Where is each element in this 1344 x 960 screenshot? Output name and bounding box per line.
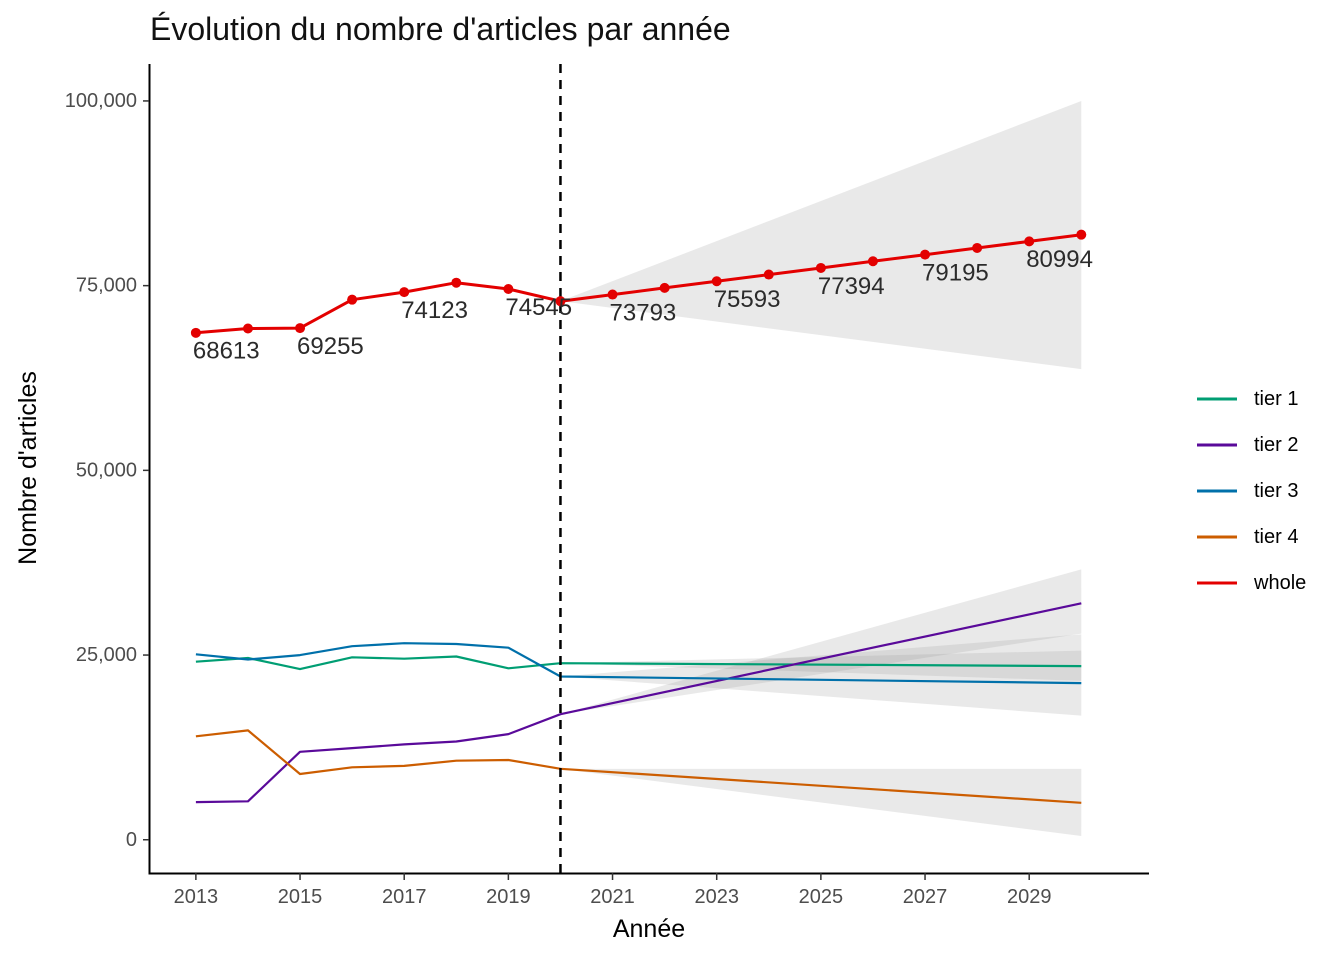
point-whole <box>711 276 722 287</box>
band-tier-1 <box>560 650 1082 681</box>
legend-label-tier-4: tier 4 <box>1254 526 1298 548</box>
line-tier-1 <box>195 655 1082 671</box>
point-whole <box>242 323 253 334</box>
legend-label-tier-2: tier 2 <box>1254 434 1298 456</box>
x-tick-label: 2017 <box>382 886 427 908</box>
legend: tier 1 tier 2 tier 3 tier 4 whole <box>1197 388 1306 594</box>
point-label: 73793 <box>610 299 677 326</box>
legend-label-tier-1: tier 1 <box>1254 388 1298 410</box>
series-points <box>190 229 1087 338</box>
y-tick-label: 50,000 <box>76 459 137 481</box>
point-whole <box>451 277 462 288</box>
point-whole <box>190 327 201 338</box>
point-whole <box>867 256 878 267</box>
point-label: 74545 <box>505 294 572 321</box>
x-tick-label: 2021 <box>590 886 635 908</box>
y-axis-title: Nombre d'articles <box>14 371 42 565</box>
x-tick-label: 2013 <box>174 886 219 908</box>
band-whole <box>560 100 1082 370</box>
line-tier-4 <box>195 729 1082 804</box>
point-whole <box>815 262 826 273</box>
point-label: 77394 <box>818 273 885 300</box>
point-labels: 68613 69255 74123 74545 73793 75593 77394 79195… <box>193 246 1093 364</box>
x-tick-label: 2023 <box>694 886 739 908</box>
legend-label-whole: whole <box>1253 572 1306 594</box>
x-tick-label: 2027 <box>903 886 948 908</box>
y-tick-label: 100,000 <box>65 90 137 112</box>
point-whole <box>555 296 566 307</box>
series-lines <box>195 233 1082 804</box>
point-whole <box>659 282 670 293</box>
legend-label-tier-3: tier 3 <box>1254 480 1298 502</box>
line-tier-2 <box>195 602 1082 804</box>
point-label: 69255 <box>297 333 364 360</box>
y-axis-ticks: 0 25,000 50,000 75,000 100,000 <box>65 90 149 851</box>
band-tier-3 <box>560 634 1082 716</box>
band-tier-2 <box>560 569 1082 715</box>
point-whole <box>920 249 931 260</box>
point-label: 75593 <box>714 286 781 313</box>
chart-title: Évolution du nombre d'articles par année <box>150 11 731 47</box>
band-tier-4 <box>560 768 1082 837</box>
y-tick-label: 75,000 <box>76 275 137 297</box>
point-label: 80994 <box>1026 246 1093 273</box>
point-label: 74123 <box>401 297 468 324</box>
point-whole <box>1024 236 1035 247</box>
point-whole <box>972 242 983 253</box>
x-tick-label: 2025 <box>799 886 844 908</box>
point-whole <box>399 287 410 298</box>
x-axis-ticks: 2013 2015 2017 2019 2021 2023 2025 2027 2029 <box>174 873 1052 908</box>
x-tick-label: 2029 <box>1007 886 1052 908</box>
y-tick-label: 0 <box>126 829 137 851</box>
forecast-bands <box>560 100 1082 837</box>
point-whole <box>503 284 514 295</box>
point-whole <box>295 323 306 334</box>
x-tick-label: 2019 <box>486 886 531 908</box>
point-label: 68613 <box>193 338 260 365</box>
y-tick-label: 25,000 <box>76 644 137 666</box>
point-label: 79195 <box>922 259 989 286</box>
line-tier-3 <box>195 642 1082 685</box>
line-whole <box>195 233 1082 335</box>
x-axis-title: Année <box>613 915 685 943</box>
x-tick-label: 2015 <box>278 886 323 908</box>
point-whole <box>347 294 358 305</box>
point-whole <box>1076 229 1087 240</box>
point-whole <box>763 269 774 280</box>
point-whole <box>607 289 618 300</box>
